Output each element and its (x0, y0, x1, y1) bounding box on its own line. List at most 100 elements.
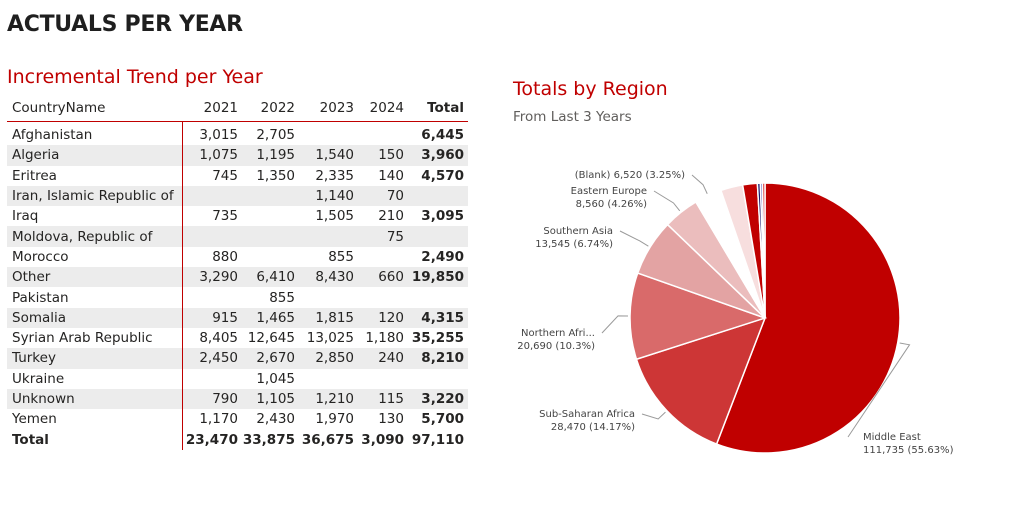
cell-2023: 1,505 (315, 208, 354, 225)
cell-2023: 2,850 (299, 348, 358, 369)
total-2022: 33,875 (242, 431, 295, 448)
table-row[interactable]: Unknown 790 1,105 1,210 115 3,220 (7, 388, 468, 410)
total-2024: 3,090 (361, 431, 404, 448)
table-row[interactable]: Turkey 2,450 2,670 2,850 240 8,210 (7, 348, 468, 369)
column-header-2023[interactable]: 2023 (299, 95, 358, 122)
cell-country: Turkey (7, 348, 183, 369)
cell-2024: 150 (358, 145, 408, 166)
pie-slice-northern-africa[interactable] (629, 272, 768, 361)
cell-2023: 1,970 (315, 411, 354, 428)
cell-2022: 1,195 (242, 145, 299, 166)
table-title: Incremental Trend per Year (7, 66, 263, 88)
table-row[interactable]: Iran, Islamic Republic of 1,140 70 (7, 185, 468, 207)
slice-label-name: Sub-Saharan Africa (539, 409, 635, 420)
cell-country: Pakistan (7, 287, 183, 308)
slice-label-name: Northern Afri... (521, 328, 595, 339)
cell-2022: 2,430 (256, 411, 295, 428)
cell-2021: 2,450 (182, 348, 242, 369)
cell-2024: 75 (358, 226, 408, 247)
cell-2024: 660 (358, 267, 408, 288)
total-2021: 23,470 (185, 431, 238, 448)
cell-2024: 210 (378, 208, 404, 225)
cell-2021: 3,290 (182, 267, 242, 288)
cell-2024: 130 (378, 411, 404, 428)
slice-label-value: 111,735 (55.63%) (863, 445, 954, 456)
cell-total: 5,700 (421, 411, 464, 428)
cell-country: Morocco (7, 246, 183, 268)
cell-country: Ukraine (7, 368, 183, 389)
cell-country: Iran, Islamic Republic of (7, 185, 183, 207)
slice-label-value: 13,545 (6.74%) (535, 239, 613, 250)
leader-line (601, 315, 629, 334)
cell-country: Afghanistan (7, 121, 183, 146)
cell-2023: 13,025 (306, 330, 354, 347)
leader-line (847, 342, 911, 438)
column-header-total[interactable]: Total (408, 95, 468, 122)
cell-2022: 2,670 (242, 348, 299, 369)
pie-slice-other-5[interactable] (761, 182, 766, 319)
column-header-2022[interactable]: 2022 (242, 95, 299, 122)
column-header-2021[interactable]: 2021 (182, 95, 242, 122)
cell-total (408, 226, 468, 247)
column-header-2024[interactable]: 2024 (358, 95, 408, 122)
cell-2024: 140 (378, 167, 404, 184)
table-header-row: CountryName 2021 2022 2023 2024 Total (7, 95, 468, 122)
cell-total: 35,255 (411, 330, 464, 347)
pivot-table: CountryName 2021 2022 2023 2024 Total Af… (7, 95, 468, 450)
table-row[interactable]: Algeria 1,075 1,195 1,540 150 3,960 (7, 145, 468, 166)
cell-country: Yemen (7, 409, 183, 430)
cell-2021 (182, 226, 242, 247)
cell-country: Iraq (7, 206, 183, 227)
cell-2021 (182, 287, 242, 307)
cell-2022: 1,045 (256, 370, 295, 387)
cell-2022: 855 (269, 289, 295, 306)
cell-total (408, 185, 468, 207)
slice-label-name: (Blank) 6,520 (3.25%) (575, 170, 685, 181)
table-row[interactable]: Moldova, Republic of 75 (7, 226, 468, 247)
table-row[interactable]: Syrian Arab Republic 8,405 12,645 13,025 1,1… (7, 327, 468, 349)
cell-2021: 790 (182, 388, 242, 410)
cell-country: Somalia (7, 307, 183, 328)
pie-chart: Middle East 111,735 (55.63%) Sub-Saharan A… (517, 170, 954, 456)
cell-total: 3,220 (408, 388, 468, 410)
cell-2023: 8,430 (299, 267, 358, 288)
cell-2023: 1,140 (299, 185, 358, 207)
chart-subtitle: From Last 3 Years (513, 109, 632, 125)
cell-2024: 70 (358, 185, 408, 207)
leader-line (691, 174, 708, 194)
cell-2024: 240 (358, 348, 408, 369)
table-row[interactable]: Morocco 880 855 2,490 (7, 246, 468, 268)
leader-line (641, 411, 666, 420)
slice-label-name: Southern Asia (543, 226, 613, 237)
total-2023: 36,675 (301, 431, 354, 448)
cell-2023 (299, 122, 358, 146)
cell-2022: 6,410 (242, 267, 299, 288)
cell-2021: 735 (212, 208, 238, 225)
pie-slice-middle-east[interactable] (715, 182, 901, 454)
table-row[interactable]: Afghanistan 3,015 2,705 6,445 (7, 121, 468, 146)
table-row[interactable]: Yemen 1,170 2,430 1,970 130 5,700 (7, 409, 468, 430)
table-row[interactable]: Eritrea 745 1,350 2,335 140 4,570 (7, 165, 468, 186)
table-row[interactable]: Ukraine 1,045 (7, 368, 468, 389)
cell-2021: 915 (182, 307, 242, 328)
table-row[interactable]: Pakistan 855 (7, 287, 468, 308)
slice-label-value: 8,560 (4.26%) (576, 199, 647, 210)
chart-title: Totals by Region (513, 78, 668, 100)
slice-label-value: 20,690 (10.3%) (517, 341, 595, 352)
cell-total: 4,315 (408, 307, 468, 328)
cell-country: Moldova, Republic of (7, 226, 183, 247)
cell-2021: 1,075 (182, 145, 242, 166)
cell-2023: 855 (328, 248, 354, 265)
slice-label-name: Middle East (863, 432, 921, 443)
table-row[interactable]: Other 3,290 6,410 8,430 660 19,850 (7, 267, 468, 288)
page-title: ACTUALS PER YEAR (7, 12, 243, 37)
table-row[interactable]: Iraq 735 1,505 210 3,095 (7, 206, 468, 227)
column-header-country[interactable]: CountryName (7, 95, 182, 122)
total-label: Total (7, 429, 183, 450)
leader-line (619, 230, 649, 247)
cell-2023: 1,540 (299, 145, 358, 166)
cell-total: 2,490 (421, 248, 464, 265)
cell-2022: 12,645 (247, 330, 295, 347)
cell-total: 6,445 (421, 127, 464, 144)
table-row[interactable]: Somalia 915 1,465 1,815 120 4,315 (7, 307, 468, 328)
